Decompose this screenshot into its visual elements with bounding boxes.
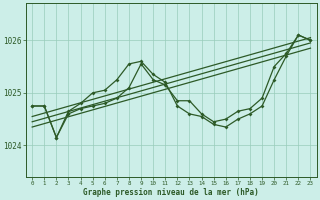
X-axis label: Graphe pression niveau de la mer (hPa): Graphe pression niveau de la mer (hPa) — [84, 188, 259, 197]
